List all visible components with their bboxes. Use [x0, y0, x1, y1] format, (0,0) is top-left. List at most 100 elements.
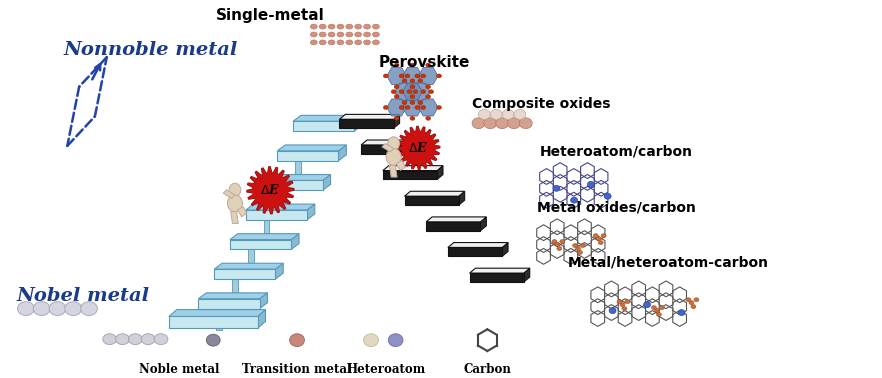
Ellipse shape [502, 110, 514, 119]
Ellipse shape [388, 137, 400, 150]
Ellipse shape [337, 24, 344, 29]
Polygon shape [247, 167, 294, 214]
Ellipse shape [363, 24, 370, 29]
Ellipse shape [507, 118, 520, 129]
Polygon shape [293, 115, 363, 121]
Ellipse shape [620, 303, 624, 307]
Ellipse shape [598, 240, 603, 245]
Polygon shape [448, 243, 508, 248]
Text: Metal/heteroatom-carbon: Metal/heteroatom-carbon [568, 255, 769, 269]
Text: Heteroatom: Heteroatom [347, 363, 425, 376]
Ellipse shape [346, 24, 353, 29]
Ellipse shape [496, 118, 509, 129]
Polygon shape [481, 217, 486, 231]
Polygon shape [214, 263, 283, 269]
Ellipse shape [355, 40, 362, 45]
Ellipse shape [386, 149, 401, 165]
Ellipse shape [429, 90, 434, 94]
Ellipse shape [355, 24, 362, 29]
Ellipse shape [553, 185, 560, 191]
Ellipse shape [410, 85, 415, 89]
Ellipse shape [572, 243, 578, 248]
Polygon shape [277, 151, 339, 161]
Ellipse shape [384, 105, 388, 110]
Text: Transition metal: Transition metal [243, 363, 352, 376]
Polygon shape [198, 299, 259, 308]
Polygon shape [246, 204, 315, 210]
Ellipse shape [654, 308, 660, 313]
Polygon shape [405, 191, 465, 196]
Polygon shape [405, 196, 459, 205]
Ellipse shape [372, 32, 379, 37]
Ellipse shape [116, 334, 130, 345]
Polygon shape [469, 268, 530, 273]
Ellipse shape [426, 63, 430, 67]
Ellipse shape [587, 181, 594, 187]
Ellipse shape [384, 74, 388, 78]
Ellipse shape [363, 40, 370, 45]
Ellipse shape [660, 306, 664, 310]
Ellipse shape [652, 306, 656, 310]
Ellipse shape [472, 118, 485, 129]
Polygon shape [280, 190, 285, 212]
Polygon shape [448, 248, 502, 256]
Ellipse shape [604, 193, 611, 199]
Ellipse shape [410, 94, 415, 99]
Polygon shape [230, 240, 291, 249]
Ellipse shape [478, 110, 490, 119]
Polygon shape [339, 145, 347, 161]
Text: $\Delta$E: $\Delta$E [260, 183, 280, 197]
Ellipse shape [394, 116, 399, 120]
Ellipse shape [678, 310, 685, 316]
Polygon shape [264, 220, 269, 242]
Text: Composite oxides: Composite oxides [472, 98, 610, 112]
Ellipse shape [399, 105, 404, 110]
Ellipse shape [372, 40, 379, 45]
Ellipse shape [437, 105, 442, 110]
Ellipse shape [426, 94, 430, 99]
Ellipse shape [141, 334, 155, 345]
Ellipse shape [229, 183, 241, 197]
Ellipse shape [310, 40, 318, 45]
Ellipse shape [426, 85, 430, 89]
Ellipse shape [129, 334, 142, 345]
Ellipse shape [49, 302, 66, 316]
Ellipse shape [405, 105, 410, 110]
Ellipse shape [418, 101, 422, 104]
Ellipse shape [328, 32, 335, 37]
Ellipse shape [560, 240, 564, 243]
Ellipse shape [80, 302, 97, 316]
Polygon shape [418, 67, 438, 84]
Polygon shape [390, 165, 397, 177]
Polygon shape [262, 175, 331, 180]
Polygon shape [248, 249, 254, 271]
Ellipse shape [622, 307, 627, 311]
Polygon shape [396, 160, 406, 170]
Ellipse shape [310, 32, 318, 37]
Ellipse shape [490, 110, 502, 119]
Polygon shape [418, 99, 438, 116]
Text: $\Delta$E: $\Delta$E [408, 141, 429, 155]
Polygon shape [237, 207, 247, 217]
Polygon shape [393, 115, 400, 128]
Ellipse shape [206, 334, 220, 346]
Ellipse shape [363, 32, 370, 37]
Polygon shape [387, 67, 407, 84]
Polygon shape [469, 273, 524, 282]
Polygon shape [198, 293, 267, 299]
Polygon shape [459, 191, 465, 205]
Polygon shape [323, 175, 331, 190]
Ellipse shape [399, 90, 404, 94]
Ellipse shape [415, 74, 420, 78]
Polygon shape [293, 121, 355, 131]
Ellipse shape [337, 32, 344, 37]
Ellipse shape [154, 334, 168, 345]
Ellipse shape [328, 40, 335, 45]
Ellipse shape [571, 197, 578, 203]
Polygon shape [214, 269, 275, 279]
Ellipse shape [363, 334, 378, 347]
Ellipse shape [576, 246, 580, 251]
Ellipse shape [410, 79, 415, 83]
Ellipse shape [421, 90, 426, 94]
Polygon shape [259, 293, 267, 308]
